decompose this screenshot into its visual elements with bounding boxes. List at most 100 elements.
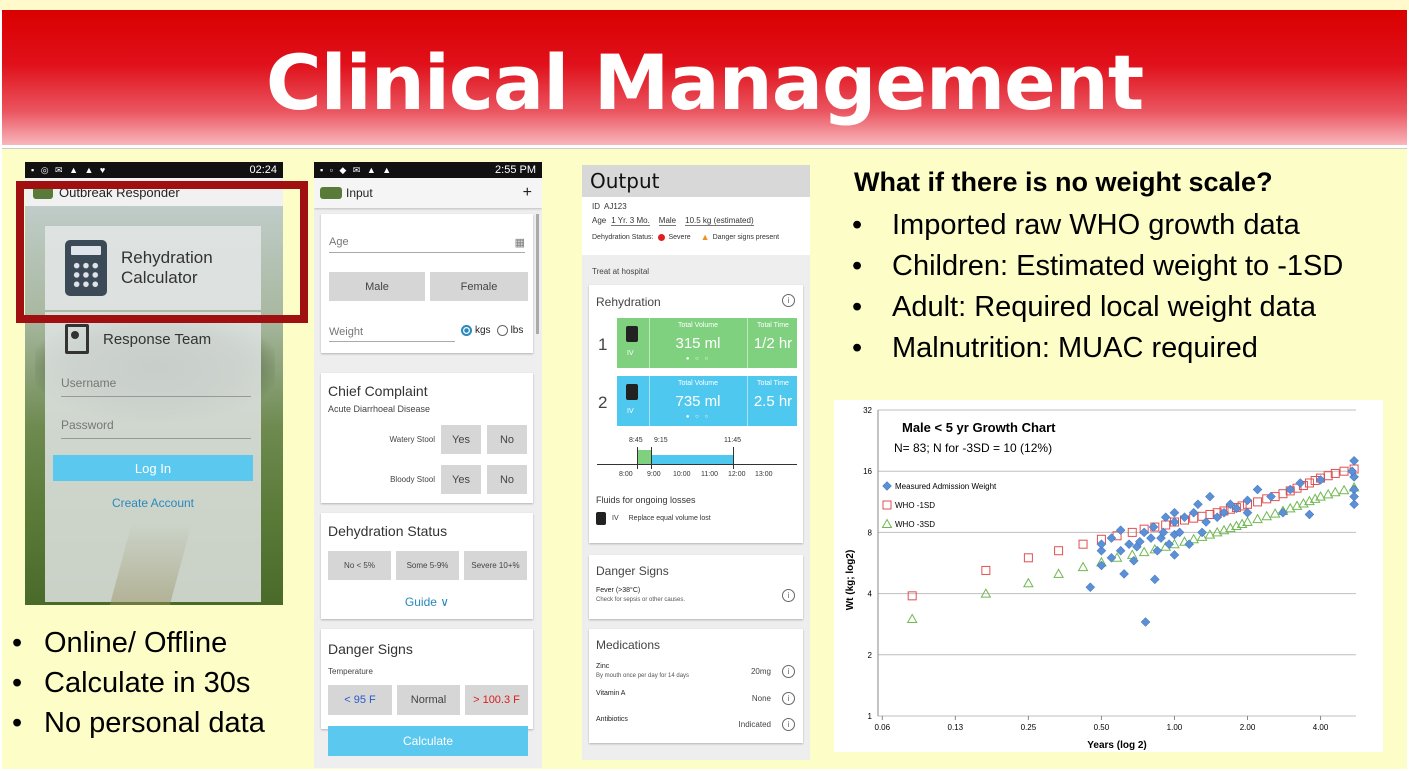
data-point [907, 591, 917, 601]
data-point [1349, 455, 1359, 466]
scrollbar[interactable] [536, 214, 539, 334]
iv-bag-icon [626, 326, 638, 342]
legend-marker [882, 500, 892, 510]
treat-at-hospital: Treat at hospital [592, 267, 650, 276]
data-point [1329, 486, 1341, 497]
timeline-blue-segment [651, 455, 733, 464]
data-point [1252, 484, 1263, 495]
data-point [1161, 520, 1171, 530]
right-bullet-list: Imported raw WHO growth data Children: E… [852, 205, 1343, 369]
bullet-calculate-30s: Calculate in 30s [12, 663, 265, 703]
danger-signs-title: Danger Signs [596, 564, 669, 578]
login-button[interactable]: Log In [53, 455, 253, 481]
slide-top-strip [0, 0, 1409, 10]
data-point [1304, 509, 1315, 520]
growth-chart: 1 2 4 8 16 32 0.06 0.13 0.25 0.50 1.00 2.00 4.00 Mal… [834, 400, 1383, 752]
series-2 [906, 481, 1360, 624]
female-button[interactable]: Female [430, 272, 528, 301]
lbs-radio[interactable] [496, 325, 508, 336]
info-icon[interactable]: i [782, 589, 795, 602]
data-point [1128, 555, 1139, 566]
data-point [1211, 526, 1223, 537]
output-danger-signs-card: Danger Signs Fever (>38°C) Check for sep… [589, 555, 803, 619]
chart-subtitle: N= 83; N for -3SD = 10 (12%) [894, 441, 1052, 455]
x-tick-label: 0.25 [1021, 723, 1037, 732]
step1-time: 1/2 hr [753, 335, 793, 352]
data-point [1174, 527, 1185, 538]
data-point [1023, 577, 1034, 588]
password-field[interactable]: Password [61, 418, 251, 439]
data-point [1096, 545, 1107, 556]
data-point [1322, 488, 1334, 499]
data-point [1261, 510, 1273, 521]
male-button[interactable]: Male [329, 272, 425, 301]
slide-content: ▪ ◎ ✉ ▲ ▲ ♥ 02:24 Outbreak Responder Reh… [2, 148, 1407, 769]
calculator-icon [65, 240, 107, 296]
data-point [1349, 491, 1359, 502]
data-point [1349, 499, 1359, 510]
y-tick-label: 16 [863, 467, 872, 476]
back-logo-icon[interactable] [320, 187, 342, 199]
calendar-icon[interactable]: ▦ [514, 237, 525, 249]
dehydration-none-button[interactable]: No < 5% [328, 551, 391, 580]
info-icon[interactable]: i [782, 665, 795, 678]
antibiotics-dose: Indicated [738, 720, 771, 729]
guide-link[interactable]: Guide ∨ [404, 595, 450, 609]
dehydration-some-button[interactable]: Some 5-9% [396, 551, 459, 580]
data-point [1134, 536, 1145, 547]
data-point [1115, 525, 1126, 536]
unit-selector: kgs lbs [461, 325, 523, 336]
data-point [980, 588, 992, 598]
watery-stool-yes[interactable]: Yes [441, 425, 481, 454]
status-time: 02:24 [249, 164, 277, 176]
kgs-radio[interactable] [461, 325, 472, 336]
data-point [1252, 513, 1263, 524]
data-point [1138, 546, 1150, 557]
calculate-button[interactable]: Calculate [328, 726, 528, 756]
step2-row: IV Total Volume 735 ml ● ○ ○ Total Time … [617, 376, 797, 426]
temp-normal-button[interactable]: Normal [397, 685, 460, 715]
info-icon[interactable]: i [782, 692, 795, 705]
output-header: Output [582, 165, 810, 197]
age-field[interactable]: Age ▦ [329, 236, 525, 253]
y-tick-label: 8 [868, 528, 873, 537]
patient-weight: 10.5 kg (estimated) [685, 216, 754, 226]
weight-field[interactable]: Weight [329, 326, 455, 342]
data-point [1149, 574, 1160, 585]
data-point [1253, 497, 1263, 507]
medications-title: Medications [596, 638, 661, 652]
bullet-no-personal-data: No personal data [12, 703, 265, 743]
warning-icon: ▲ [700, 232, 710, 242]
rehydration-calculator-card[interactable]: Rehydration Calculator [45, 226, 261, 310]
notification-icons: ▪ ▫ ◆ ✉ ▲ ▲ [320, 164, 394, 175]
danger-signs-title: Danger Signs [328, 641, 413, 657]
iv-bag-icon [596, 512, 606, 525]
data-point [1023, 553, 1033, 563]
info-icon[interactable]: i [782, 294, 795, 307]
data-point [1201, 517, 1211, 527]
temp-high-button[interactable]: > 100.3 F [465, 685, 528, 715]
rehydration-calculator-label: Rehydration Calculator [121, 248, 213, 287]
data-point [1196, 531, 1208, 541]
step2-time: 2.5 hr [753, 393, 793, 410]
data-point [1158, 527, 1169, 538]
watery-stool-no[interactable]: No [487, 425, 527, 454]
username-field[interactable]: Username [61, 376, 251, 397]
chart-title: Male < 5 yr Growth Chart [902, 420, 1056, 435]
bullet-muac: Malnutrition: MUAC required [852, 328, 1343, 369]
watery-stool-label: Watery Stool [389, 435, 436, 444]
dehydration-title: Dehydration Status [328, 523, 448, 539]
data-point [1085, 582, 1096, 593]
bloody-stool-yes[interactable]: Yes [441, 465, 481, 494]
temp-low-button[interactable]: < 95 F [328, 685, 392, 715]
temperature-label: Temperature [328, 667, 373, 676]
demographics-card: Age ▦ Male Female Weight kgs lbs [321, 214, 533, 353]
data-point [1106, 533, 1117, 543]
add-icon[interactable]: + [522, 184, 532, 201]
dehydration-severe-button[interactable]: Severe 10+% [464, 551, 527, 580]
x-tick-label: 2.00 [1240, 723, 1256, 732]
data-point [1295, 478, 1306, 488]
bloody-stool-no[interactable]: No [487, 465, 527, 494]
info-icon[interactable]: i [782, 718, 795, 731]
create-account-link[interactable]: Create Account [111, 496, 195, 510]
